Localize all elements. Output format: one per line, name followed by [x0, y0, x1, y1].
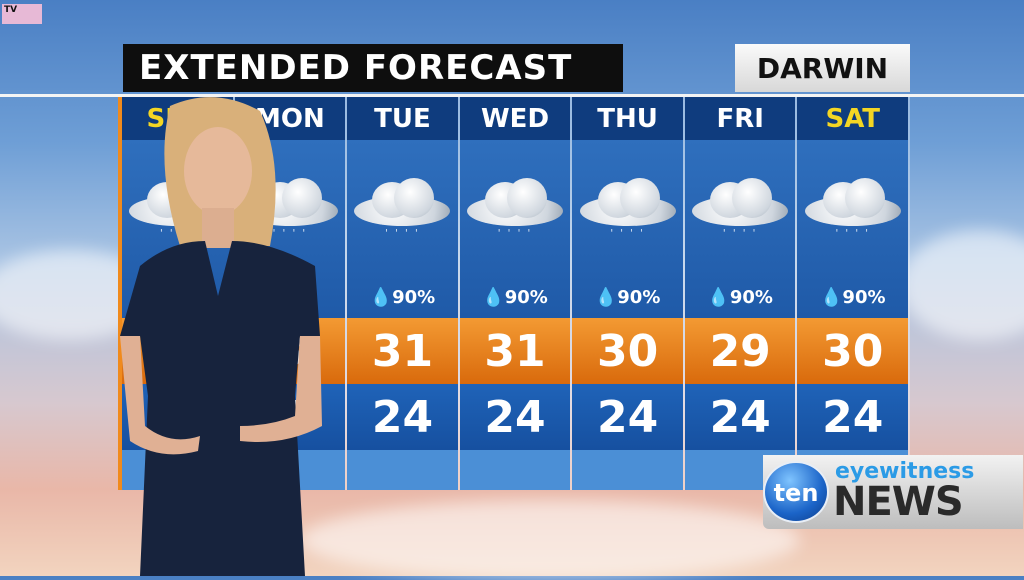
background-cloud	[900, 230, 1024, 340]
rain-streaks: ' ' ' '	[385, 228, 420, 239]
low-temp: 24	[797, 384, 909, 450]
watermark-text: TV	[4, 5, 18, 15]
weather-cell: ' ' ' ' 💧90%	[347, 140, 458, 318]
rain-chance: 90%	[392, 287, 436, 308]
presenter-dress	[120, 241, 320, 576]
raindrop-icon: 💧	[594, 287, 618, 308]
rain-streaks: ' ' ' '	[722, 228, 758, 239]
presenter-arm-right	[240, 336, 322, 442]
channel-watermark: TV	[2, 4, 42, 24]
high-temp: 30	[797, 318, 909, 384]
weather-cell: ' ' ' ' 💧90%	[684, 140, 796, 318]
high-temp: 30	[572, 318, 683, 384]
rain-chance: 90%	[842, 287, 886, 308]
rain-cloud-icon	[804, 178, 901, 228]
city-label: DARWIN	[735, 44, 910, 92]
rain-cloud-icon	[354, 178, 451, 228]
rain-streaks: ' ' ' '	[610, 228, 645, 239]
high-temp: 31	[347, 318, 458, 384]
logo-eyewitness: eyewitness	[835, 459, 975, 484]
raindrop-icon: 💧	[820, 287, 843, 308]
presenter-arm-left	[120, 336, 200, 455]
rain-chance: 90%	[504, 287, 548, 308]
low-temp: 24	[347, 384, 458, 450]
footer-cell	[459, 450, 571, 490]
weather-cell: ' ' ' ' 💧90%	[459, 140, 571, 318]
rain-cloud-icon	[692, 178, 789, 228]
forecast-title: EXTENDED FORECAST	[123, 44, 623, 92]
raindrop-icon: 💧	[482, 287, 505, 308]
weather-cell: ' ' ' ' 💧90%	[572, 140, 683, 318]
divider	[0, 94, 1024, 97]
background-cloud	[300, 500, 800, 580]
network-logo: ten eyewitness NEWS	[763, 455, 1023, 529]
forecast-day-wed: WED ' ' ' ' 💧90% 31 24	[459, 97, 573, 490]
ten-logo-ball: ten	[763, 461, 829, 523]
forecast-day-tue: TUE ' ' ' ' 💧90% 31 24	[347, 97, 460, 490]
logo-news: NEWS	[833, 479, 964, 525]
rain-chance: 90%	[729, 287, 773, 308]
footer-cell	[347, 450, 458, 490]
low-temp: 24	[459, 384, 571, 450]
forecast-day-thu: THU ' ' ' ' 💧90% 30 24	[572, 97, 685, 490]
day-label: FRI	[684, 97, 796, 140]
rain-streaks: ' ' ' '	[160, 228, 193, 239]
rain-cloud-icon	[467, 178, 564, 228]
low-temp: 24	[684, 384, 796, 450]
low-temp: 24	[572, 384, 683, 450]
rain-streaks: ' ' ' '	[497, 228, 533, 239]
day-label: TUE	[347, 97, 458, 140]
day-label: THU	[572, 97, 683, 140]
rain-streaks: ' ' ' '	[272, 228, 308, 239]
forecast-day-sat: SAT ' ' ' ' 💧90% 30 24	[797, 97, 911, 490]
presenter	[120, 97, 322, 576]
rain-streaks: ' ' ' '	[835, 228, 871, 239]
high-temp: 31	[459, 318, 571, 384]
day-label: SAT	[797, 97, 909, 140]
rain-cloud-icon	[579, 178, 676, 228]
raindrop-icon: 💧	[369, 287, 393, 308]
day-label: WED	[459, 97, 571, 140]
raindrop-icon: 💧	[707, 287, 730, 308]
presenter-face	[184, 127, 252, 215]
high-temp: 29	[684, 318, 796, 384]
footer-cell	[572, 450, 683, 490]
rain-chance: 90%	[617, 287, 661, 308]
weather-cell: ' ' ' ' 💧90%	[797, 140, 909, 318]
forecast-day-fri: FRI ' ' ' ' 💧90% 29 24	[684, 97, 798, 490]
